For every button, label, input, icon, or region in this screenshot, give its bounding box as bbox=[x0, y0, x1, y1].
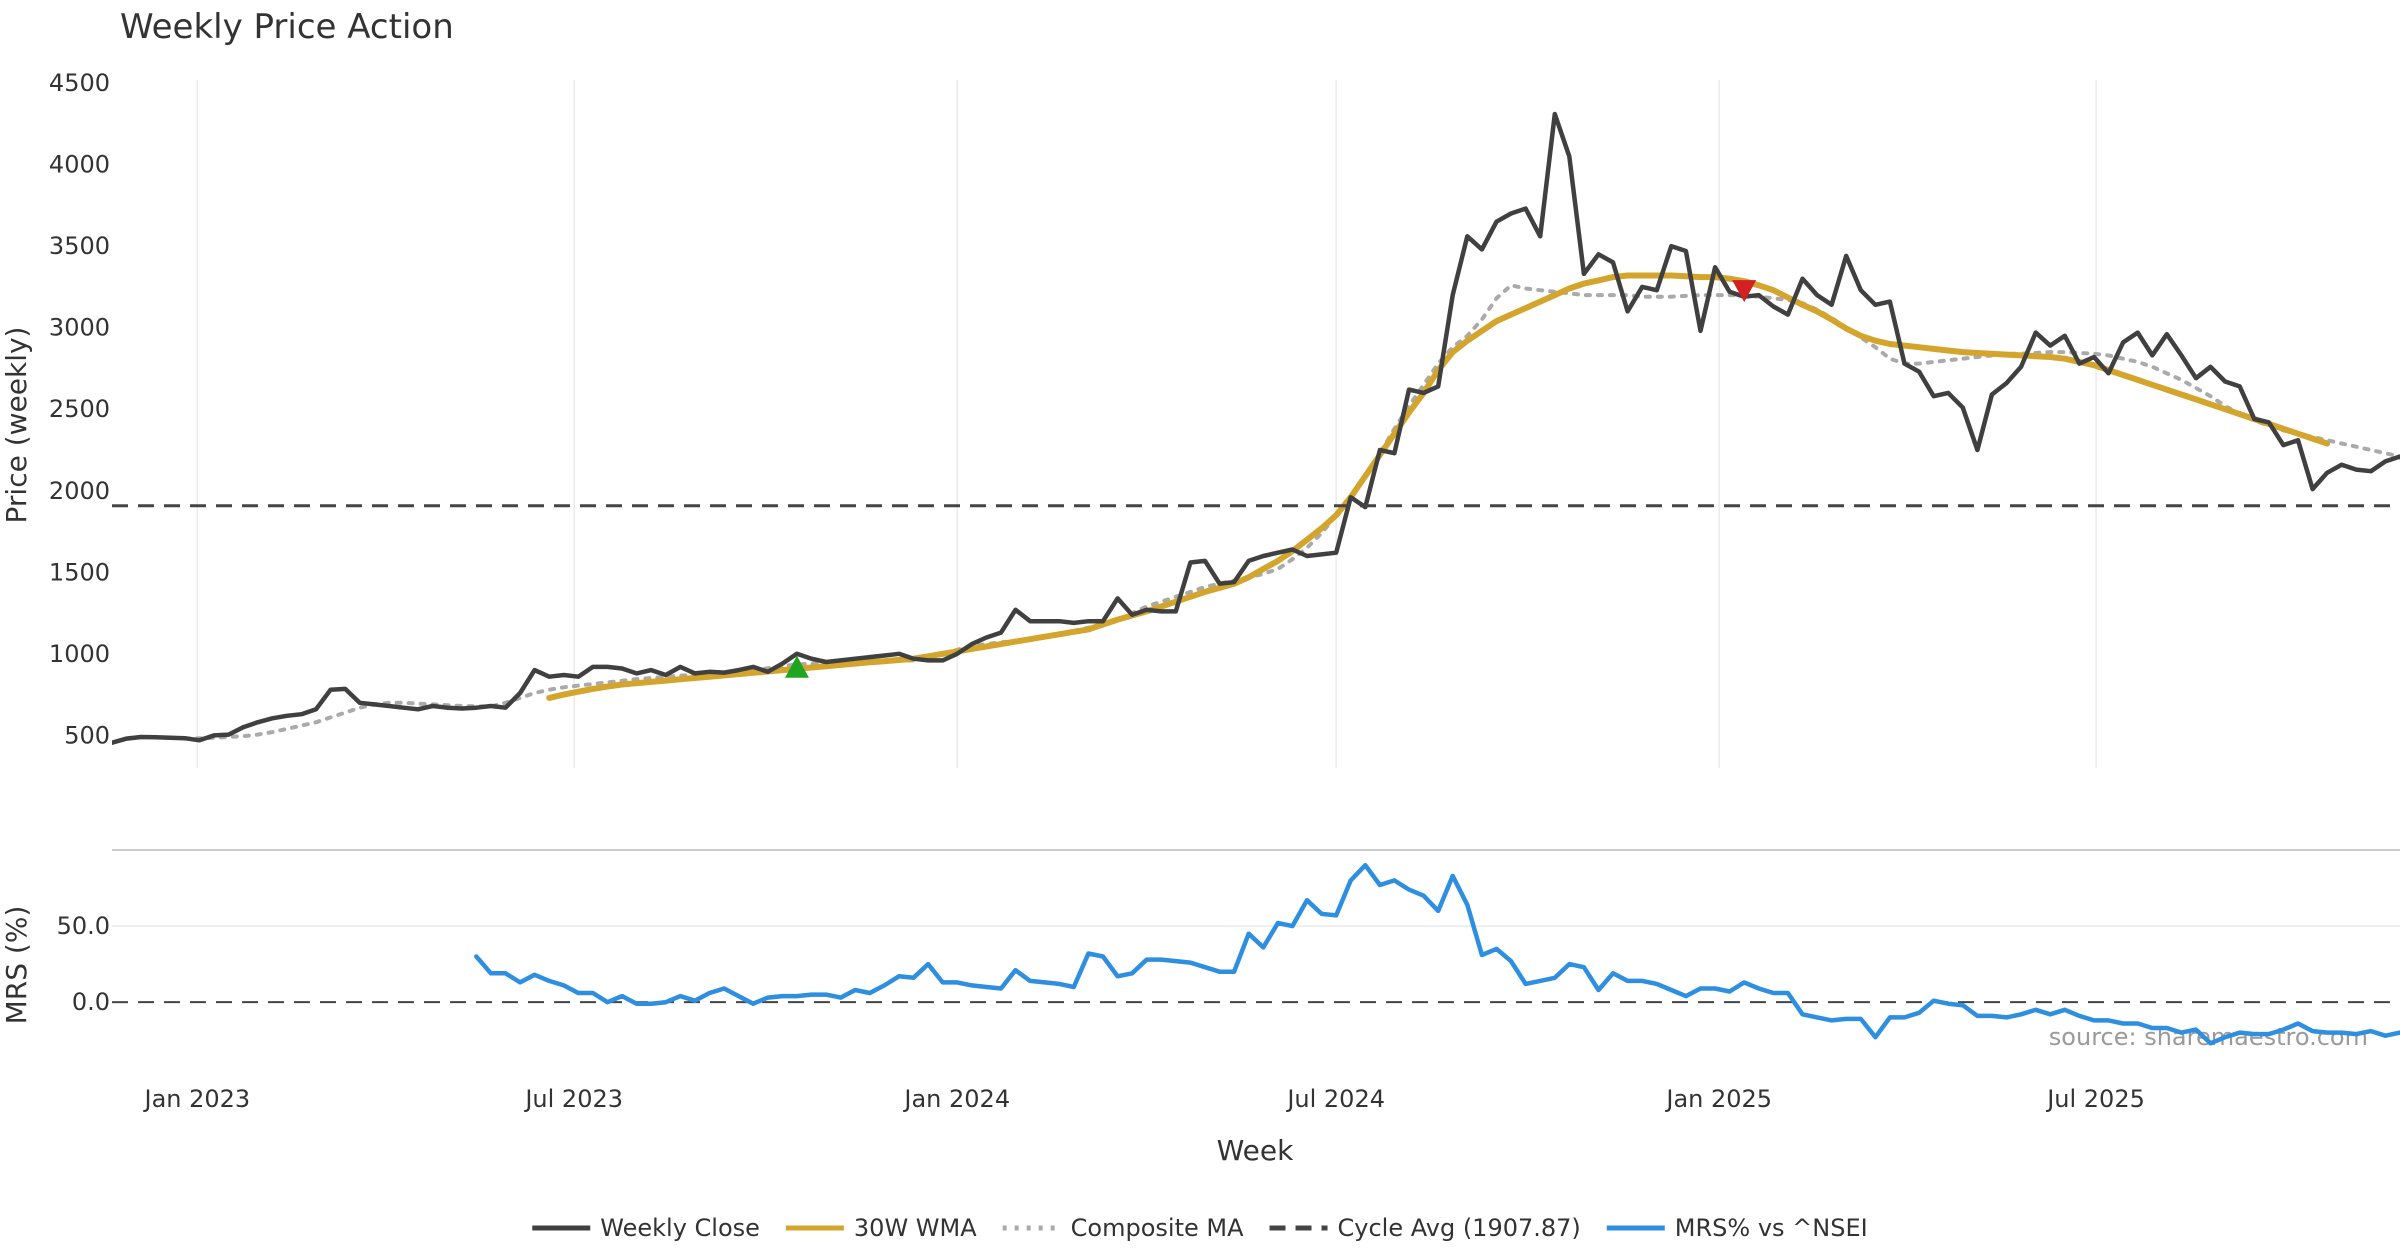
signal-markers bbox=[784, 280, 1757, 678]
price-y-tick-label: 1000 bbox=[49, 640, 110, 668]
watermark: source: sharemaestro.com bbox=[2049, 1023, 2368, 1051]
x-tick-label: Jan 2023 bbox=[143, 1085, 251, 1113]
legend-label-composite-ma: Composite MA bbox=[1071, 1214, 1244, 1242]
price-panel bbox=[112, 111, 2400, 745]
mrs-y-tick-label: 0.0 bbox=[72, 988, 110, 1016]
x-tick-label: Jul 2024 bbox=[1285, 1085, 1385, 1113]
legend-label-30w-wma: 30W WMA bbox=[854, 1214, 977, 1242]
axes: Jan 2023 Jul 2023 Jan 2024 Jul 2024 Jan 2025… bbox=[49, 69, 2145, 1113]
price-y-tick-label: 3000 bbox=[49, 314, 110, 342]
x-tick-label: Jan 2025 bbox=[1664, 1085, 1772, 1113]
price-y-tick-label: 3500 bbox=[49, 232, 110, 260]
legend-label-weekly-close: Weekly Close bbox=[600, 1214, 760, 1242]
x-tick-label: Jul 2025 bbox=[2045, 1085, 2145, 1113]
price-y-tick-label: 2500 bbox=[49, 395, 110, 423]
series-composite-ma bbox=[182, 283, 2400, 741]
gridlines bbox=[112, 80, 2400, 927]
mrs-y-axis-label: MRS (%) bbox=[0, 906, 33, 1025]
series-30w-wma bbox=[546, 272, 2331, 701]
x-tick-label: Jan 2024 bbox=[902, 1085, 1010, 1113]
x-axis-label: Week bbox=[1217, 1134, 1294, 1167]
price-y-tick-label: 2000 bbox=[49, 477, 110, 505]
price-y-tick-label: 4000 bbox=[49, 151, 110, 179]
mrs-panel bbox=[112, 862, 2400, 1046]
mrs-y-tick-label: 50.0 bbox=[57, 912, 110, 940]
series-weekly-close bbox=[112, 111, 2400, 745]
series-mrs-vs-nsei bbox=[474, 862, 2400, 1046]
legend-label-cycle-avg-1907-87: Cycle Avg (1907.87) bbox=[1338, 1214, 1581, 1242]
legend: Weekly Close 30W WMA Composite MA Cycle Avg… bbox=[532, 1214, 1868, 1242]
buy-signal-marker bbox=[784, 655, 809, 678]
price-y-axis-label: Price (weekly) bbox=[0, 327, 33, 524]
x-tick-label: Jul 2023 bbox=[523, 1085, 623, 1113]
sell-signal-marker bbox=[1732, 280, 1757, 303]
legend-label-mrs-vs-nsei: MRS% vs ^NSEI bbox=[1675, 1214, 1868, 1242]
price-y-tick-label: 1500 bbox=[49, 558, 110, 586]
price-y-tick-label: 500 bbox=[64, 721, 110, 749]
price-y-tick-label: 4500 bbox=[49, 69, 110, 97]
chart-title: Weekly Price Action bbox=[120, 7, 454, 47]
